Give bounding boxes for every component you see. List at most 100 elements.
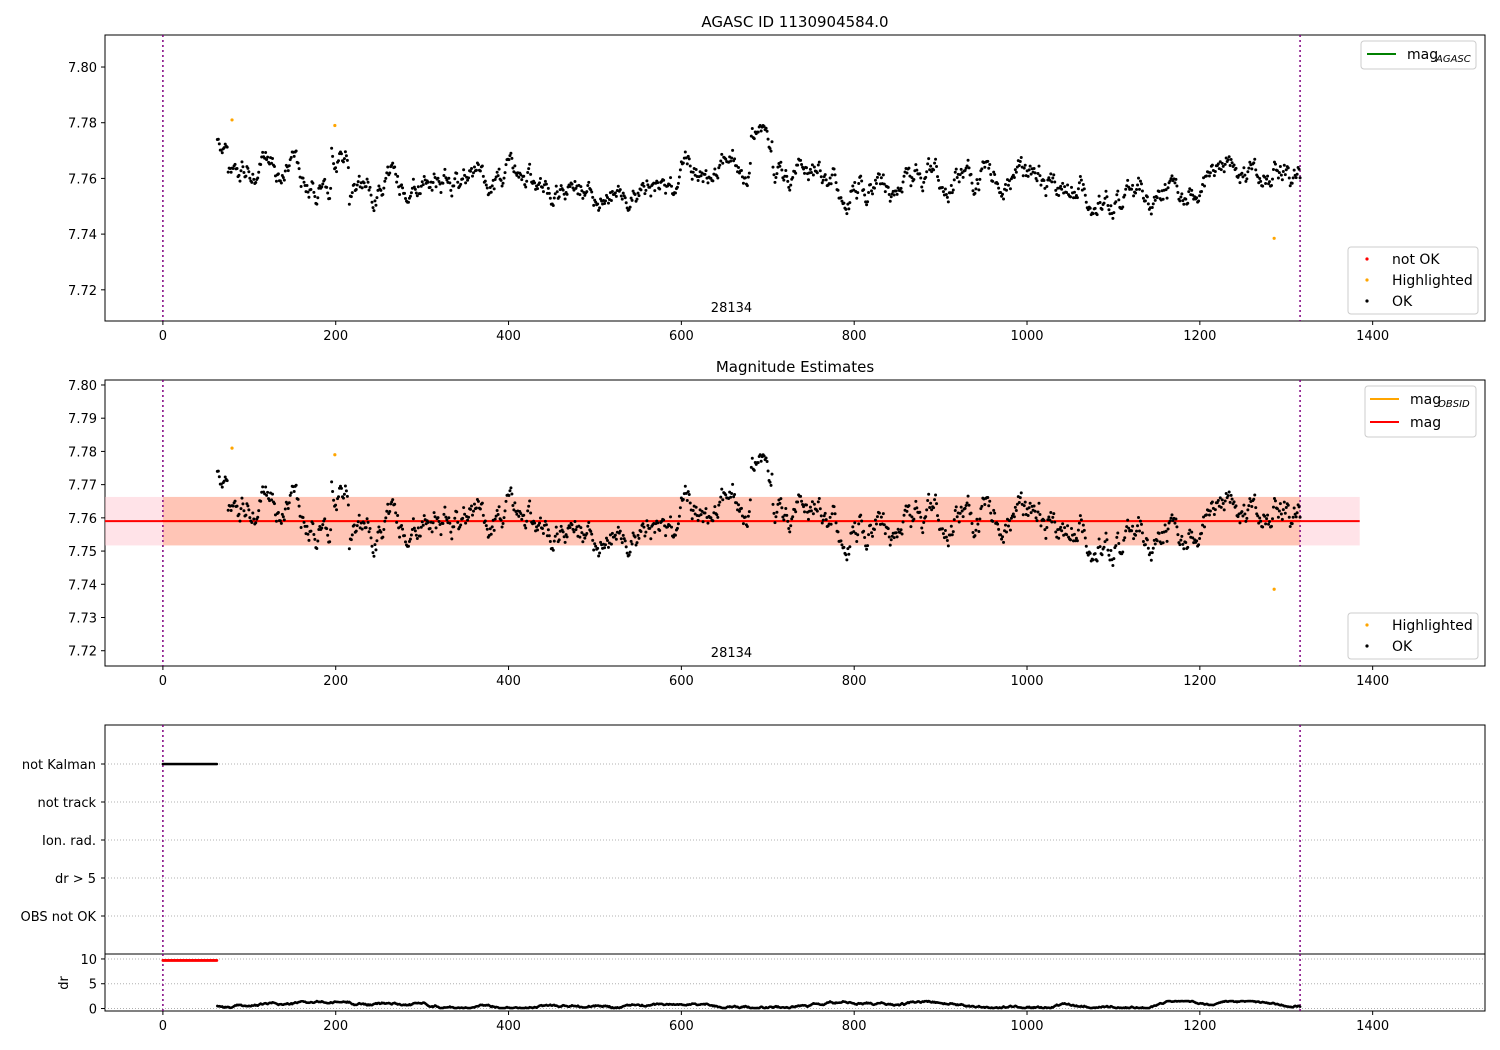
ok-point <box>623 196 627 200</box>
ok-point <box>382 527 386 531</box>
ok-point <box>437 520 441 524</box>
ok-point <box>1228 163 1232 167</box>
ok-point <box>886 185 890 189</box>
ok-point <box>442 512 446 516</box>
ok-point <box>1126 178 1130 182</box>
ok-point <box>975 517 979 521</box>
ok-point <box>806 178 810 182</box>
ok-point <box>625 551 629 555</box>
ok-point <box>471 513 475 517</box>
ok-point <box>855 196 859 200</box>
ok-point <box>1117 541 1121 545</box>
ok-point <box>589 188 593 192</box>
ok-point <box>881 512 885 516</box>
ok-point <box>851 525 855 529</box>
ok-point <box>847 552 851 556</box>
ok-point <box>1291 176 1295 180</box>
ok-point <box>1139 522 1143 526</box>
ok-point <box>907 504 911 508</box>
ok-point <box>1029 172 1033 176</box>
ok-point <box>664 191 668 195</box>
ok-point <box>899 528 903 532</box>
ok-point <box>653 530 657 534</box>
ok-point <box>562 192 566 196</box>
ok-point <box>1078 514 1082 518</box>
ok-point <box>408 194 412 198</box>
ok-point <box>1004 188 1008 192</box>
ok-point <box>1006 183 1010 187</box>
ok-point <box>840 543 844 547</box>
ok-point <box>762 125 766 129</box>
ok-point <box>488 527 492 531</box>
ok-point <box>225 145 229 149</box>
ok-point <box>445 178 449 182</box>
ok-point <box>489 532 493 536</box>
ok-point <box>1001 535 1005 539</box>
ok-point <box>892 193 896 197</box>
ok-point <box>316 196 320 200</box>
ok-point <box>1057 536 1061 540</box>
ok-point <box>877 172 881 176</box>
ok-point <box>1132 537 1136 541</box>
ok-point <box>1063 526 1067 530</box>
ok-point <box>724 493 728 497</box>
ok-point <box>452 525 456 529</box>
ok-point <box>1218 160 1222 164</box>
ok-point <box>889 195 893 199</box>
ok-point <box>1252 497 1256 501</box>
ok-point <box>422 514 426 518</box>
ok-point <box>565 535 569 539</box>
ok-point <box>1027 506 1031 510</box>
ok-point <box>470 167 474 171</box>
ok-point <box>1245 177 1249 181</box>
ok-point <box>350 533 354 537</box>
ok-point <box>396 174 400 178</box>
ok-point <box>997 527 1001 531</box>
ok-point <box>1186 545 1190 549</box>
ok-point <box>561 530 565 534</box>
ok-point <box>437 179 441 183</box>
ok-point <box>356 180 360 184</box>
ok-point <box>978 517 982 521</box>
ok-point <box>778 501 782 505</box>
ok-point <box>619 537 623 541</box>
ok-point <box>731 482 735 486</box>
ok-point <box>1125 525 1129 529</box>
ok-point <box>517 175 521 179</box>
ok-point <box>501 522 505 526</box>
ok-point <box>630 198 634 202</box>
ok-point <box>685 499 689 503</box>
ok-point <box>1018 496 1022 500</box>
ok-point <box>1017 164 1021 168</box>
ok-point <box>283 169 287 173</box>
ok-point <box>515 173 519 177</box>
ok-point <box>467 515 471 519</box>
ok-point <box>863 536 867 540</box>
ok-point <box>583 193 587 197</box>
panel-mag-legend-bottom: Highlighted OK <box>1347 612 1479 660</box>
ok-point <box>992 170 996 174</box>
ok-point <box>229 509 233 513</box>
ok-point <box>833 173 837 177</box>
ok-point <box>779 497 783 501</box>
ok-point <box>1107 208 1111 212</box>
ok-point <box>996 522 1000 526</box>
ok-point <box>778 164 782 168</box>
ok-point <box>1268 180 1272 184</box>
ok-point <box>513 501 517 505</box>
ok-point <box>335 508 339 512</box>
ok-point <box>870 189 874 193</box>
ok-point <box>1082 187 1086 191</box>
ok-point <box>1229 493 1233 497</box>
ok-point <box>1111 564 1115 568</box>
ok-point <box>416 185 420 189</box>
ok-point <box>605 539 609 543</box>
ok-point <box>818 169 822 173</box>
ok-point <box>282 178 286 182</box>
ok-point <box>1234 504 1238 508</box>
ok-point <box>648 526 652 530</box>
ok-point <box>334 503 338 507</box>
ok-point <box>483 519 487 523</box>
ok-point <box>815 509 819 513</box>
